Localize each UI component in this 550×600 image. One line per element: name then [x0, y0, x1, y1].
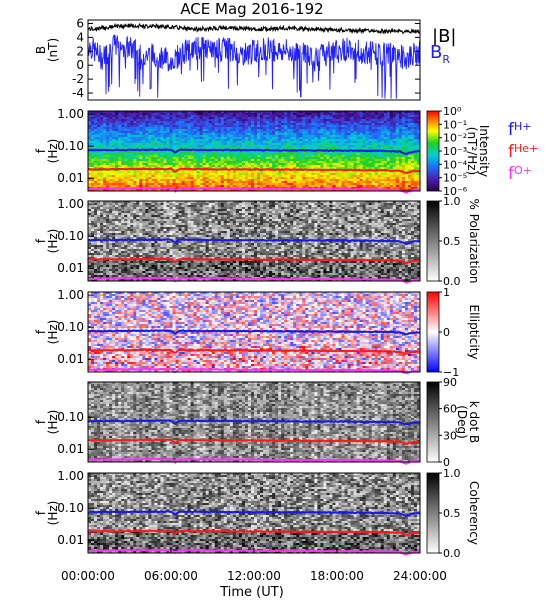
- y-axis-unit: (nT): [46, 38, 60, 62]
- x-tick-label: 00:00:00: [61, 569, 115, 583]
- y-tick-label: 0.01: [57, 171, 84, 185]
- y-tick-label: 0: [76, 58, 84, 72]
- colorbar: [426, 200, 440, 282]
- y-tick-label: 4: [76, 30, 84, 44]
- y-tick-label: 1.00: [57, 288, 84, 302]
- colorbar-label: Ellipticity: [467, 305, 481, 360]
- colorbar-tick-label: 60: [443, 403, 457, 416]
- y-tick-label: 0.10: [57, 320, 84, 334]
- x-tick-label: 12:00:00: [227, 569, 281, 583]
- colorbar-tick-label: 90: [443, 376, 457, 389]
- colorbar-tick-label: 10⁻⁴: [443, 158, 468, 171]
- y-axis-unit: (Hz): [46, 410, 60, 435]
- chart-title: ACE Mag 2016-192: [180, 0, 323, 18]
- colorbar-tick-label: 0.5: [443, 507, 461, 520]
- legend-f-o: fO+: [508, 164, 532, 184]
- y-tick-label: 0.10: [57, 501, 84, 515]
- colorbar-tick-label: 10⁰: [443, 105, 462, 118]
- colorbar-label: Coherency: [467, 481, 481, 545]
- colorbar-label: % Polarization: [467, 199, 481, 284]
- colorbar-tick-label: 10⁻³: [443, 145, 467, 158]
- colorbar-tick-label: 1: [443, 286, 450, 299]
- y-axis-unit: (Hz): [46, 320, 60, 345]
- colorbar-tick-label: 1.0: [443, 467, 461, 480]
- colorbar: [426, 381, 440, 463]
- colorbar: [426, 110, 440, 192]
- y-tick-label: 0.01: [57, 442, 84, 456]
- y-tick-label: 0.01: [57, 261, 84, 275]
- colorbar-label-unit: (Deg): [455, 405, 469, 439]
- y-tick-label: 1.00: [57, 197, 84, 211]
- y-tick-label: 1.00: [57, 107, 84, 121]
- y-axis-unit: (Hz): [46, 501, 60, 526]
- y-tick-label: -2: [72, 72, 84, 86]
- colorbar: [426, 472, 440, 554]
- x-tick-label: 24:00:00: [393, 569, 447, 583]
- colorbar-tick-label: 30: [443, 429, 457, 442]
- colorbar-tick-label: 0: [443, 326, 450, 339]
- colorbar-label-unit: (nT²/Hz): [465, 127, 479, 175]
- panel-spectrogram-2: 1.000.100.01f(Hz)1.00.50.0% Polarization: [34, 195, 481, 288]
- y-tick-label: 0.10: [57, 229, 84, 243]
- y-tick-label: 0.01: [57, 352, 84, 366]
- y-tick-label: 0.10: [57, 410, 84, 424]
- y-tick-label: 2: [76, 44, 84, 58]
- legend-f-h: fH+: [508, 120, 532, 140]
- x-axis-label: Time (UT): [219, 585, 284, 600]
- colorbar-tick-label: 10⁻⁵: [443, 172, 467, 185]
- y-tick-label: 0.01: [57, 533, 84, 547]
- panel-spectrogram-1: 1.000.100.01f(Hz)10⁰10⁻¹10⁻²10⁻³10⁻⁴10⁻⁵…: [34, 105, 538, 198]
- x-tick-label: 18:00:00: [310, 569, 364, 583]
- colorbar-tick-label: 0.0: [443, 547, 461, 560]
- y-tick-label: 1.00: [57, 469, 84, 483]
- x-tick-label: 06:00:00: [144, 569, 198, 583]
- colorbar: [426, 291, 440, 373]
- y-tick-label: -4: [72, 86, 84, 100]
- legend-f-he: fHe+: [508, 142, 538, 162]
- y-tick-label: 6: [76, 16, 84, 30]
- colorbar-tick-label: 1.0: [443, 195, 461, 208]
- colorbar-tick-label: 10⁻²: [443, 132, 467, 145]
- y-axis-unit: (Hz): [46, 139, 60, 164]
- y-axis-unit: (Hz): [46, 229, 60, 254]
- colorbar-tick-label: 10⁻¹: [443, 118, 467, 131]
- y-tick-label: 0.10: [57, 139, 84, 153]
- colorbar-tick-label: 0.5: [443, 235, 461, 248]
